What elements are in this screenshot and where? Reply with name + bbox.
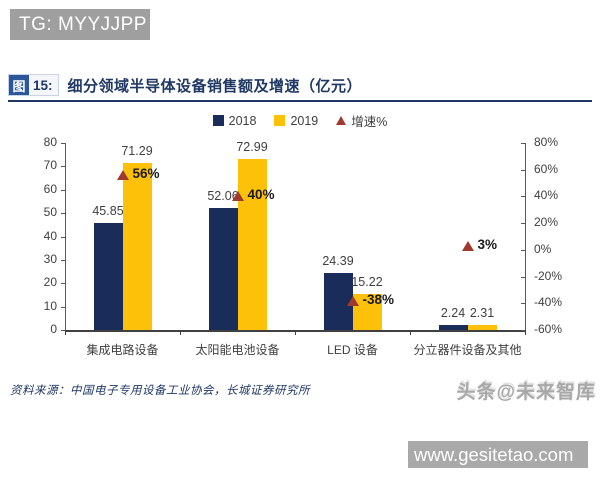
chart-legend: 2018 2019 增速%	[0, 111, 600, 130]
category-label: 分立器件设备及其他	[413, 343, 522, 357]
y-axis-right-tick	[521, 143, 525, 144]
y-axis-left-tick	[61, 306, 65, 308]
growth-value-label: 40%	[247, 187, 275, 203]
figure-label-number: 15:	[33, 77, 53, 93]
y-axis-left-tick-label: 70	[43, 158, 57, 173]
figure-label: 图 15:	[8, 74, 59, 96]
y-axis-right-tick	[521, 330, 525, 331]
bar-value-label: 71.29	[121, 144, 153, 159]
legend-item-0: 2018	[212, 113, 257, 128]
figure-title: 细分领域半导体设备销售额及增速（亿元）	[67, 77, 363, 95]
x-axis-tick	[65, 330, 66, 335]
y-axis-left-tick-label: 40	[43, 228, 57, 243]
y-axis-right-tick	[521, 196, 525, 198]
y-axis-left-tick-label: 10	[43, 298, 57, 313]
y-axis-right-tick-label: -60%	[534, 322, 563, 336]
growth-value-label: -38%	[362, 291, 395, 307]
y-axis-right-tick-label: -40%	[534, 295, 563, 310]
y-axis-right-tick-label: 80%	[534, 135, 559, 149]
title-underline	[8, 100, 592, 102]
y-axis-right-tick-label: 40%	[534, 188, 559, 203]
source-note: 资料来源：中国电子专用设备工业协会，长城证券研究所	[10, 385, 310, 397]
growth-value-label: 56%	[132, 166, 160, 182]
bar-value-label: 2.24	[440, 305, 466, 320]
growth-marker-icon	[116, 170, 129, 181]
y-axis-right-tick-label: -20%	[534, 268, 563, 283]
figure-header: 图 15: 细分领域半导体设备销售额及增速（亿元）	[8, 73, 362, 97]
y-axis-right-tick-label: 0%	[534, 241, 552, 256]
bar-value-label: 15.22	[351, 275, 383, 290]
x-axis-tick	[525, 330, 526, 335]
legend-square-icon	[274, 115, 286, 126]
y-axis-left-tick	[61, 330, 65, 331]
y-axis-left-tick	[61, 166, 65, 168]
y-axis-right-tick	[521, 249, 525, 251]
y-axis-right-tick-label: 20%	[534, 215, 559, 230]
y-axis-left-tick-label: 50	[43, 205, 57, 220]
legend-square-icon	[212, 115, 224, 126]
watermark-text: 头条@未来智库	[456, 382, 596, 403]
y-axis-left-tick	[61, 259, 65, 261]
growth-marker-icon	[231, 191, 244, 202]
y-axis-left-tick-label: 0	[50, 322, 57, 336]
y-axis-right-tick	[521, 223, 525, 225]
y-axis-right-line	[525, 143, 526, 330]
bar-2019-0	[122, 163, 152, 330]
x-axis-tick	[180, 330, 181, 335]
bar-2019-1	[237, 159, 267, 330]
y-axis-right-tick	[521, 303, 525, 305]
y-axis-right-tick	[521, 169, 525, 171]
bar-value-label: 2.31	[469, 305, 495, 320]
growth-value-label: 3%	[477, 236, 498, 252]
y-axis-left-tick-label: 20	[43, 275, 57, 290]
y-axis-left-tick	[61, 143, 65, 144]
watermark-banner-top: TG: MYYJJPP	[10, 9, 150, 40]
legend-label: 2018	[228, 113, 257, 128]
y-axis-left-tick	[61, 189, 65, 191]
y-axis-left-tick-label: 30	[43, 251, 57, 266]
category-label: 集成电路设备	[86, 343, 159, 357]
legend-triangle-icon	[336, 116, 347, 125]
category-label: LED 设备	[327, 343, 378, 357]
y-axis-right-tick	[521, 276, 525, 278]
legend-item-2: 增速%	[336, 111, 387, 130]
bar-value-label: 72.99	[236, 140, 268, 155]
bar-2018-1	[208, 208, 238, 330]
bar-2018-3	[438, 324, 468, 330]
legend-item-1: 2019	[274, 114, 318, 128]
y-axis-left-tick-label: 60	[43, 181, 57, 196]
y-axis-left-tick-label: 80	[43, 135, 57, 149]
y-axis-left-line	[65, 143, 66, 330]
growth-marker-icon	[346, 295, 359, 306]
y-axis-left-tick	[61, 213, 65, 215]
x-axis-tick	[410, 330, 411, 335]
bar-value-label: 24.39	[322, 253, 354, 268]
x-axis-tick	[295, 330, 296, 335]
bar-2018-0	[93, 222, 123, 330]
legend-label: 2019	[290, 113, 319, 128]
figure-label-tag: 图	[9, 75, 29, 95]
y-axis-left-tick	[61, 236, 65, 238]
legend-label: 增速%	[351, 115, 388, 129]
bar-value-label: 52.06	[207, 189, 239, 204]
watermark-banner-bottom: www.gesitetao.com	[408, 441, 588, 468]
y-axis-left-tick	[61, 283, 65, 285]
category-label: 太阳能电池设备	[195, 343, 280, 357]
bar-value-label: 45.85	[92, 203, 124, 218]
bar-2019-3	[467, 324, 497, 330]
growth-marker-icon	[461, 240, 474, 251]
y-axis-right-tick-label: 60%	[534, 161, 559, 176]
